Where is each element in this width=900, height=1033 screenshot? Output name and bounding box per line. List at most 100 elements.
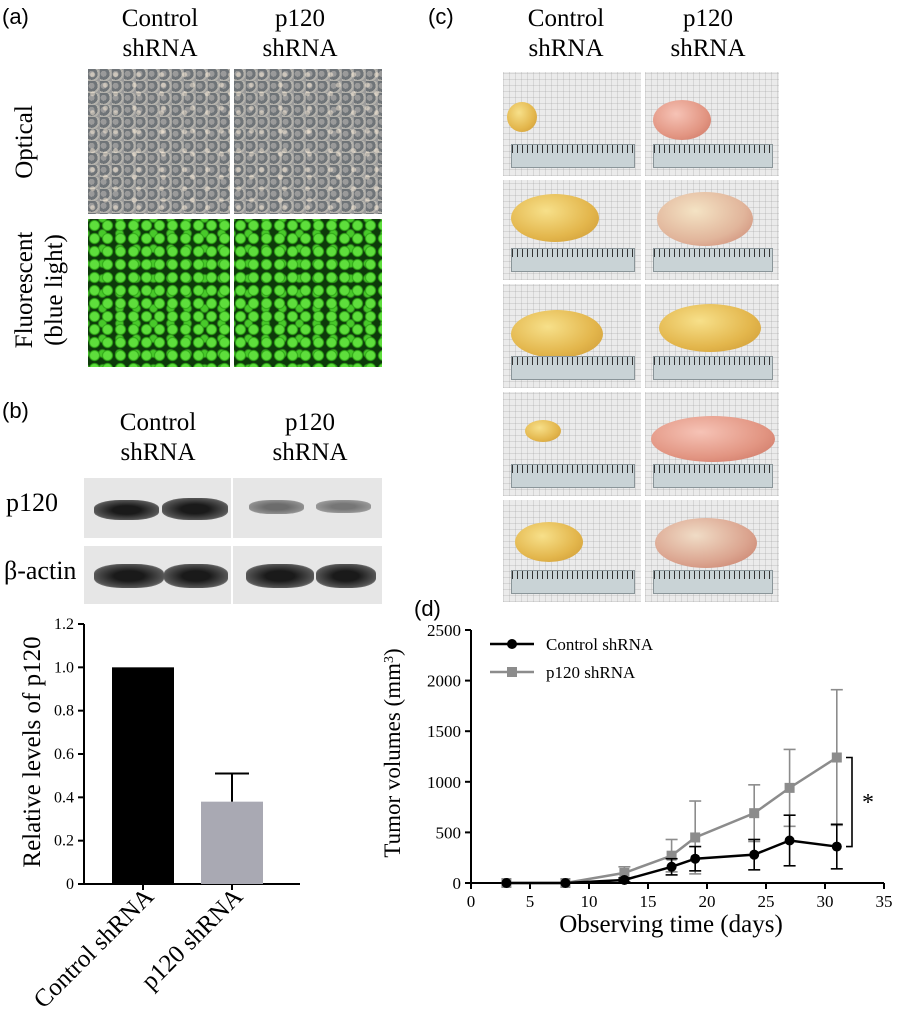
beta-actin-blot: [84, 546, 382, 604]
bar-y-tick-label: 1.2: [54, 616, 74, 633]
panel-a-col2-line2: shRNA: [262, 35, 338, 62]
panel-a-row-optical: Optical: [11, 105, 38, 179]
point-control: [501, 878, 512, 888]
fluorescent-p120-image: [234, 219, 382, 367]
point-p120: [831, 752, 842, 763]
line-y-tick-label: 2500: [427, 621, 461, 640]
panel-b-col2-line2: shRNA: [272, 439, 348, 466]
point-p120: [666, 850, 677, 861]
optical-control-image: [88, 69, 230, 214]
legend-marker: [507, 639, 517, 649]
blot-label-p120: p120: [6, 488, 58, 517]
series-line-0: [506, 839, 837, 885]
ylabel-sup: 3: [382, 656, 397, 663]
bar-y-tick-label: 0.6: [54, 746, 74, 763]
bar-chart: 0 0.2 0.4 0.6 0.8 1.0 1.2 Relative levels of p…: [19, 616, 300, 1014]
fluorescent-control-image: [88, 219, 230, 367]
ylabel-main: Tumor volumes (mm: [380, 663, 405, 858]
line-y-tick-label: 1500: [427, 722, 461, 741]
point-control: [619, 874, 630, 885]
legend-label: Control shRNA: [546, 635, 654, 654]
tumor-photo-p120-5: [645, 500, 779, 602]
panel-b-col2-line1: p120: [285, 409, 335, 436]
panel-a-col2-line1: p120: [275, 5, 325, 32]
line-x-tick-label: 25: [758, 892, 775, 911]
bar-y-tick-label: 0.8: [54, 703, 74, 720]
optical-p120-image: [234, 69, 382, 214]
line-x-tick-label: 30: [817, 892, 834, 911]
legend-marker: [507, 667, 517, 677]
point-control: [831, 841, 842, 852]
line-x-tick-label: 0: [467, 892, 476, 911]
panel-a-row2-line2: (blue light): [41, 234, 68, 346]
panel-c-col1-line1: Control: [527, 5, 605, 32]
line-chart-xlabel: Observing time (days): [559, 911, 783, 938]
line-chart-ticks: 0 500 1000 1500 2000 2500 0 5 10 15 20 25 30 35: [427, 621, 893, 911]
panel-c-col1-header: Control shRNA: [506, 4, 626, 64]
tumor-photo-control-5: [503, 500, 641, 602]
point-control: [690, 853, 701, 864]
panel-a-col1-header: Control shRNA: [100, 4, 220, 64]
point-control: [749, 849, 760, 860]
point-p120: [784, 782, 795, 793]
tumor-photo-control-2: [503, 180, 641, 280]
tumor-photo-p120-4: [645, 392, 779, 496]
bar-x-label: Control shRNA: [29, 883, 160, 1014]
p120-blot: [84, 478, 382, 538]
blot-label-beta-actin: β-actin: [4, 556, 77, 585]
point-control: [560, 878, 571, 888]
panel-b-label: (b): [2, 398, 29, 423]
band: [94, 564, 164, 588]
point-control: [666, 861, 677, 872]
tumor-growth-chart: 0 500 1000 1500 2000 2500 0 5 10 15 20 25 30 35 Contr…: [380, 621, 893, 938]
panel-a-col1-line2: shRNA: [122, 35, 198, 62]
bar-0: [112, 667, 174, 884]
panel-d-label: (d): [414, 596, 441, 621]
tumor-photo-control-1: [503, 72, 641, 176]
significance-bracket: *: [846, 756, 874, 848]
panel-a-col2-header: p120 shRNA: [240, 4, 360, 64]
tumor-photo-control-3: [503, 284, 641, 388]
band: [249, 500, 304, 514]
panel-c-col1-line2: shRNA: [528, 35, 604, 62]
panel-a-row-fluorescent: Fluorescent (blue light): [10, 232, 70, 349]
panel-c-col2-line1: p120: [683, 5, 733, 32]
panel-a-col1-line1: Control: [121, 5, 199, 32]
band: [316, 564, 376, 588]
panel-a-label: (a): [2, 4, 29, 29]
bracket: [846, 756, 853, 848]
bar-y-tick-label: 0: [66, 876, 74, 893]
panel-b-col1-line2: shRNA: [120, 439, 196, 466]
bar-chart-ticks: 0 0.2 0.4 0.6 0.8 1.0 1.2: [54, 616, 84, 893]
band: [164, 564, 228, 588]
line-chart-ylabel: Tumor volumes (mm3): [380, 648, 405, 857]
panel-b-col1-header: Control shRNA: [98, 408, 218, 468]
legend-label: p120 shRNA: [546, 663, 636, 682]
tumor-photo-p120-1: [645, 72, 779, 176]
line-chart-series: [501, 688, 843, 888]
band: [246, 564, 314, 588]
panel-c-label: (c): [428, 4, 454, 29]
panel-a-row2-line1: Fluorescent: [11, 231, 38, 349]
line-y-tick-label: 500: [436, 823, 462, 842]
line-x-tick-label: 20: [699, 892, 716, 911]
band: [94, 500, 159, 520]
point-p120: [690, 832, 701, 843]
point-p120: [749, 808, 760, 819]
tumor-photo-control-4: [503, 392, 641, 496]
point-control: [784, 835, 795, 846]
tumor-photo-p120-2: [645, 180, 779, 280]
line-x-tick-label: 15: [640, 892, 657, 911]
bar-y-tick-label: 0.4: [54, 789, 74, 806]
bar-1: [201, 801, 263, 884]
panel-b-col2-header: p120 shRNA: [250, 408, 370, 468]
bar-chart-bars: [112, 667, 263, 890]
bar-y-tick-label: 1.0: [54, 659, 74, 676]
bar-y-tick-label: 0.2: [54, 833, 74, 850]
panel-c-col2-line2: shRNA: [670, 35, 746, 62]
panel-b-col1-line1: Control: [119, 409, 197, 436]
ylabel-close: ): [380, 648, 405, 656]
line-x-tick-label: 5: [526, 892, 535, 911]
bar-chart-ylabel: Relative levels of p120: [19, 636, 46, 867]
